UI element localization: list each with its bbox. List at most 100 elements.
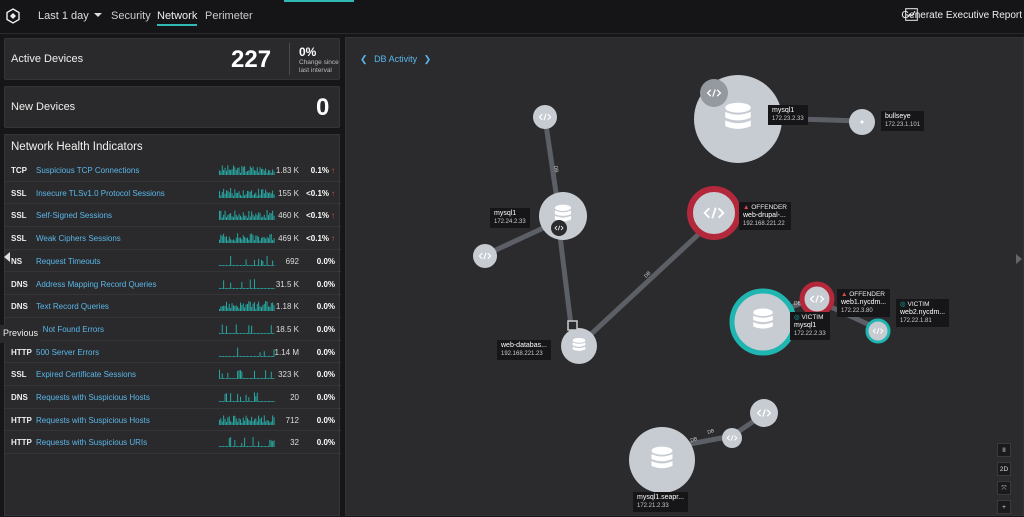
previous-button[interactable]: Previous [0,325,40,343]
health-row[interactable]: 4 Not Found Errors 18.5 K 0.0% [5,318,341,341]
time-range-selector[interactable]: Last 1 day [38,10,102,22]
node-tag: mysql1.seapr... 172.21.2.33 [633,492,689,512]
indicator-link[interactable]: Address Mapping Record Queries [36,279,157,289]
health-row[interactable]: SSL Insecure TLSv1.0 Protocol Sessions 1… [5,182,341,205]
indicator-rate: 0.0% [316,393,335,402]
app-logo-icon[interactable] [6,8,20,24]
tab-perimeter[interactable]: Perimeter [205,10,253,22]
edge-label: DB [690,436,699,444]
health-row[interactable]: HTTP 500 Server Errors 1.14 M 0.0% [5,341,341,364]
fit-view-button[interactable]: ⤧ [997,481,1011,495]
health-row[interactable]: HTTP Requests with Suspicious URIs 32 0.… [5,431,341,455]
active-tab-indicator [284,0,354,2]
network-health-panel: Network Health Indicators TCP Suspicious… [4,134,341,516]
health-row[interactable]: NS Request Timeouts 692 0.0% [5,250,341,273]
indicator-count: 469 K [278,234,299,244]
sparkline [219,370,275,380]
node-tag: mysql1 172.24.2.33 [490,208,530,228]
health-row[interactable]: HTTP Requests with Suspicious Hosts 712 … [5,409,341,432]
indicator-rate: 0.0% [316,415,335,425]
indicator-link[interactable]: Request Timeouts [36,256,101,266]
new-devices-card[interactable]: New Devices 0 [4,86,340,128]
generate-report-button[interactable]: Generate Executive Report [901,10,1022,21]
node-web-drupal[interactable] [687,186,741,240]
graph-canvas: DB DB DB DB DB [473,75,891,493]
active-devices-label: Active Devices [11,53,84,65]
edge-label: DB [707,428,716,436]
protocol-label: NS [11,256,23,266]
health-row[interactable]: SSL Weak Ciphers Sessions 469 K <0.1% ↑ [5,227,341,250]
node-mysql1-top[interactable] [694,75,782,163]
indicator-count: 31.5 K [275,279,299,289]
node-web1[interactable] [799,281,835,317]
graph-title[interactable]: DB Activity [374,54,418,64]
report-icon[interactable] [905,8,918,21]
zoom-in-button[interactable]: + [997,500,1011,514]
indicator-link[interactable]: 500 Server Errors [36,347,100,357]
health-row[interactable]: SSL Expired Certificate Sessions 323 K 0… [5,363,341,386]
edge-label: DB [643,270,653,280]
node-bullseye[interactable] [849,109,875,135]
arrow-up-icon: ↑ [331,234,335,244]
health-row[interactable]: DNS Address Mapping Record Queries 31.5 … [5,273,341,296]
node-code-small-2[interactable] [473,244,497,268]
pause-button[interactable]: II [997,443,1011,457]
node-mysql1-left[interactable] [539,192,587,240]
indicator-count: 460 K [278,211,299,221]
chevron-left-icon[interactable]: ❮ [360,54,368,64]
node-mysql1-seapr[interactable] [629,427,695,493]
indicator-link[interactable]: Requests with Suspicious Hosts [36,415,150,425]
chevron-left-icon[interactable] [4,252,10,262]
change-percent: 0% [299,45,317,59]
indicator-count: 32 [290,438,299,448]
indicator-link[interactable]: Requests with Suspicious Hosts [36,393,150,402]
new-devices-value: 0 [316,94,330,121]
indicator-link[interactable]: Insecure TLSv1.0 Protocol Sessions [36,188,165,198]
protocol-label: HTTP [11,347,32,357]
warning-icon: ▲ [841,291,848,298]
protocol-label: SSL [11,211,27,221]
victim-icon: ◎ [900,301,906,308]
health-row[interactable]: TCP Suspicious TCP Connections 1.83 K 0.… [5,159,341,182]
sparkline [219,187,275,198]
tab-security[interactable]: Security [111,10,151,22]
node-web-database[interactable] [561,320,597,364]
health-row[interactable]: DNS Requests with Suspicious Hosts 20 0.… [5,386,341,409]
node-code-small-1[interactable] [533,105,557,129]
indicator-link[interactable]: Suspicious TCP Connections [36,166,140,175]
divider [289,43,290,75]
edge-label: DB [552,165,559,174]
sparkline [219,347,275,357]
indicator-link[interactable]: Requests with Suspicious URIs [36,438,148,448]
chevron-right-icon[interactable]: ❯ [423,54,432,64]
2d-toggle-button[interactable]: 2D [997,462,1011,476]
indicator-link[interactable]: Expired Certificate Sessions [36,370,137,380]
protocol-label: SSL [11,234,27,244]
node-code-small-4[interactable] [722,428,742,448]
active-devices-value: 227 [231,46,272,73]
indicator-link[interactable]: Weak Ciphers Sessions [36,234,121,244]
indicator-rate: 0.0% [316,324,335,334]
edge-label: DB [794,301,802,307]
indicator-rate: 0.0% [316,256,335,266]
node-tag: ▲ OFFENDER web1.nycdm... 172.22.3.80 [837,289,891,317]
health-row[interactable]: DNS Text Record Queries 1.18 K 0.0% [5,295,341,318]
node-code-small-3[interactable] [750,399,778,427]
indicator-link[interactable]: 4 Not Found Errors [36,324,105,334]
chevron-right-icon[interactable] [1016,254,1022,264]
protocol-label: DNS [11,302,28,312]
health-row[interactable]: SSL Self-Signed Sessions 460 K <0.1% ↑ [5,204,341,228]
indicator-link[interactable]: Self-Signed Sessions [36,211,113,221]
arrow-up-icon: ↑ [331,188,335,198]
node-tag: bullseye 172.23.1.101 [881,111,925,131]
tab-network[interactable]: Network [157,10,198,26]
sparkline [219,415,275,425]
indicator-rate: 0.1% ↑ [310,166,335,175]
indicator-rate: 0.0% [316,302,335,312]
indicator-link[interactable]: Text Record Queries [36,302,109,312]
indicator-count: 20 [290,393,299,402]
node-mysql1-victim[interactable] [729,288,797,356]
active-devices-card[interactable]: Active Devices 227 0% Change since last … [4,38,340,80]
node-web2[interactable] [865,318,891,344]
db-activity-graph[interactable]: ❮ DB Activity ❯ DB [345,37,1024,516]
